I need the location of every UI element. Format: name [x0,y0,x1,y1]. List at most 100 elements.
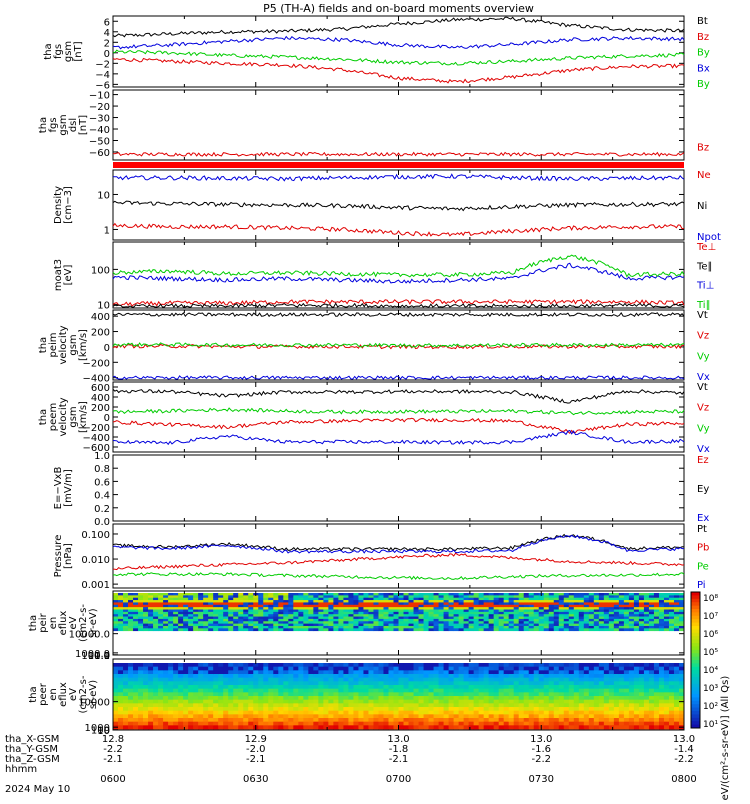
heat-cell [533,616,540,620]
heat-cell [193,663,199,668]
heat-cell [588,621,595,625]
heat-cell [508,607,515,610]
heat-cell [158,602,164,606]
heat-cell [428,602,434,606]
heat-cell [543,611,550,615]
heat-cell [453,602,460,606]
heat-cell [643,718,650,723]
heat-cell [323,688,329,693]
heat-cell [143,614,149,617]
heat-cell [458,677,465,682]
heat-cell [533,663,540,668]
heat-cell [163,625,169,629]
heat-cell [343,714,349,719]
heat-cell [638,604,645,608]
heat-cell [353,721,359,726]
heat-cell [598,628,605,632]
heat-cell [198,685,204,690]
heat-cell [273,623,279,627]
heat-cell [233,703,239,708]
heat-cell [383,670,389,675]
heat-cell [288,696,294,701]
heat-cell [343,718,349,723]
heat-cell [333,714,339,719]
heat-cell [243,663,249,668]
heat-cell [538,707,545,712]
heat-cell [318,725,324,730]
heat-cell [283,674,289,679]
heat-cell [598,607,605,610]
heat-cell [598,618,605,622]
heat-cell [633,688,640,693]
heat-cell [333,595,339,599]
heat-cell [548,718,555,723]
heat-cell [508,621,515,625]
heat-cell [673,714,680,719]
heat-cell [178,688,184,693]
heat-cell [418,618,424,622]
heat-cell [653,663,660,668]
heat-cell [338,699,344,704]
heat-cell [243,714,249,719]
heat-cell [313,602,319,606]
heat-cell [563,607,570,610]
heat-cell [228,628,234,632]
heat-cell [268,666,274,671]
heat-cell [513,688,520,693]
heat-cell [158,614,164,617]
heat-cell [558,688,565,693]
heat-cell [153,692,159,697]
heat-cell [418,685,424,690]
heat-cell [513,718,520,723]
heat-cell [343,595,349,599]
heat-cell [313,666,319,671]
heat-cell [473,681,480,686]
heat-cell [368,703,374,708]
heat-cell [673,614,680,617]
heat-cell [293,611,299,615]
heat-cell [348,703,354,708]
heat-cell [383,593,389,596]
heat-cell [293,625,299,629]
heat-cell [373,625,379,629]
heat-cell [243,616,249,620]
heat-cell [198,621,204,625]
heat-cell [638,602,645,606]
heat-cell [578,666,585,671]
heat-cell [553,607,560,610]
heat-cell [328,699,334,704]
heat-cell [128,614,134,617]
heat-cell [458,721,465,726]
heat-cell [573,607,580,610]
heat-cell [503,663,510,668]
heat-cell [153,670,159,675]
heat-cell [473,623,480,627]
heat-cell [118,618,124,622]
heat-cell [618,699,625,704]
heat-cell [568,595,575,599]
heat-cell [423,609,429,613]
heat-cell [243,623,249,627]
heat-cell [383,685,389,690]
heat-cell [578,595,585,599]
heat-cell [668,614,675,617]
heat-cell [408,625,414,629]
heat-cell [643,699,650,704]
heat-cell [583,666,590,671]
heat-cell [503,666,510,671]
heat-cell [453,699,460,704]
heat-cell [653,625,660,629]
heat-cell [483,688,490,693]
heat-cell [323,681,329,686]
heat-cell [158,621,164,625]
heat-cell [258,725,264,730]
heat-cell [123,674,129,679]
heat-cell [483,628,490,632]
heat-cell [553,674,560,679]
heat-cell [453,696,460,701]
heat-cell [678,600,685,603]
heat-cell [273,616,279,620]
heat-cell [408,600,414,603]
heat-cell [563,707,570,712]
heat-cell [273,593,279,596]
